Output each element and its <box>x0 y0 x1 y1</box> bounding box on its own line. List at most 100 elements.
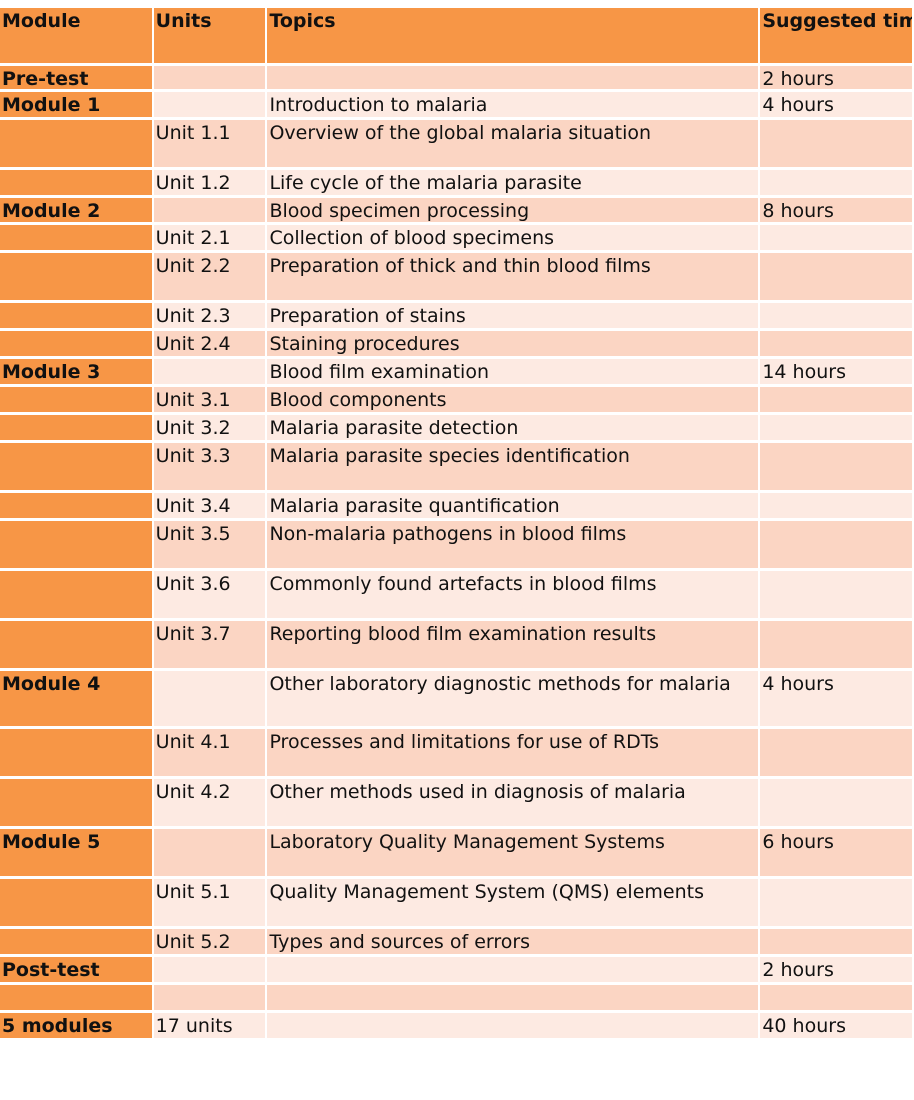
module-cell <box>0 443 152 490</box>
topic-cell <box>267 957 759 982</box>
topic-cell: Reporting blood film examination results <box>267 621 759 668</box>
table-row: Pre-test 2 hours <box>0 66 913 89</box>
unit-cell: Unit 2.4 <box>153 331 266 356</box>
module-cell <box>0 387 152 412</box>
topic-cell: Processes and limitations for use of RDT… <box>267 729 759 776</box>
table-row: Post-test 2 hours <box>0 957 913 982</box>
unit-cell <box>153 66 266 89</box>
table-row: Unit 4.1 Processes and limitations for us… <box>0 729 913 776</box>
table-row: Unit 3.4 Malaria parasite quantification <box>0 493 913 518</box>
time-cell <box>760 170 913 195</box>
unit-cell: Unit 3.1 <box>153 387 266 412</box>
time-cell <box>760 621 913 668</box>
table-row: Module 2 Blood specimen processing 8 hours <box>0 198 913 222</box>
module-cell: 5 modules <box>0 1013 152 1038</box>
time-cell <box>760 331 913 356</box>
module-cell: Pre-test <box>0 66 152 89</box>
table-row: Unit 4.2 Other methods used in diagnosis … <box>0 779 913 826</box>
header-time: Suggested time <box>760 8 913 63</box>
table-row: Unit 1.1 Overview of the global malaria s… <box>0 120 913 167</box>
table-row: Unit 3.2 Malaria parasite detection <box>0 415 913 440</box>
module-cell <box>0 303 152 328</box>
time-cell: 6 hours <box>760 829 913 876</box>
unit-cell: Unit 3.3 <box>153 443 266 490</box>
time-cell <box>760 929 913 954</box>
table-row: Unit 3.3 Malaria parasite species identif… <box>0 443 913 490</box>
module-cell <box>0 729 152 776</box>
unit-cell: Unit 3.6 <box>153 571 266 618</box>
topic-cell: Preparation of stains <box>267 303 759 328</box>
unit-cell: Unit 2.1 <box>153 225 266 250</box>
topic-cell: Non-malaria pathogens in blood films <box>267 521 759 568</box>
topic-cell: Introduction to malaria <box>267 92 759 117</box>
time-cell <box>760 225 913 250</box>
time-cell <box>760 493 913 518</box>
table-row: Unit 5.2 Types and sources of errors <box>0 929 913 954</box>
topic-cell: Quality Management System (QMS) elements <box>267 879 759 926</box>
time-cell: 40 hours <box>760 1013 913 1038</box>
table-row: 5 modules 17 units 40 hours <box>0 1013 913 1038</box>
topic-cell: Blood specimen processing <box>267 198 759 222</box>
unit-cell: Unit 2.3 <box>153 303 266 328</box>
topic-cell: Life cycle of the malaria parasite <box>267 170 759 195</box>
unit-cell: Unit 5.2 <box>153 929 266 954</box>
topic-cell: Preparation of thick and thin blood film… <box>267 253 759 300</box>
time-cell <box>760 985 913 1010</box>
topic-cell: Malaria parasite quantification <box>267 493 759 518</box>
unit-cell: 17 units <box>153 1013 266 1038</box>
unit-cell: Unit 1.1 <box>153 120 266 167</box>
unit-cell: Unit 3.7 <box>153 621 266 668</box>
time-cell <box>760 253 913 300</box>
topic-cell: Malaria parasite species identification <box>267 443 759 490</box>
time-cell <box>760 303 913 328</box>
table-body: Pre-test 2 hours Module 1 Introduction to m… <box>0 66 913 1038</box>
unit-cell: Unit 5.1 <box>153 879 266 926</box>
topic-cell: Blood film examination <box>267 359 759 384</box>
time-cell <box>760 120 913 167</box>
topic-cell: Blood components <box>267 387 759 412</box>
module-cell: Module 4 <box>0 671 152 726</box>
time-cell: 4 hours <box>760 671 913 726</box>
module-cell <box>0 985 152 1010</box>
time-cell: 14 hours <box>760 359 913 384</box>
time-cell <box>760 779 913 826</box>
curriculum-table: Module Units Topics Suggested time Pre-t… <box>0 8 913 1041</box>
unit-cell: Unit 4.1 <box>153 729 266 776</box>
module-cell: Module 5 <box>0 829 152 876</box>
time-cell <box>760 729 913 776</box>
unit-cell <box>153 829 266 876</box>
unit-cell <box>153 957 266 982</box>
module-cell <box>0 571 152 618</box>
table-row: Unit 2.1 Collection of blood specimens <box>0 225 913 250</box>
table-row: Unit 3.6 Commonly found artefacts in bloo… <box>0 571 913 618</box>
time-cell <box>760 443 913 490</box>
header-module: Module <box>0 8 152 63</box>
time-cell <box>760 415 913 440</box>
table-row: Module 1 Introduction to malaria 4 hours <box>0 92 913 117</box>
module-cell <box>0 415 152 440</box>
header-units: Units <box>153 8 266 63</box>
module-cell <box>0 493 152 518</box>
table-row: Unit 2.3 Preparation of stains <box>0 303 913 328</box>
module-cell <box>0 621 152 668</box>
unit-cell <box>153 92 266 117</box>
table-row: Unit 5.1 Quality Management System (QMS) … <box>0 879 913 926</box>
module-cell <box>0 331 152 356</box>
header-row: Module Units Topics Suggested time <box>0 8 913 63</box>
table-row <box>0 985 913 1010</box>
table-row: Unit 2.2 Preparation of thick and thin bl… <box>0 253 913 300</box>
table-row: Module 3 Blood film examination 14 hours <box>0 359 913 384</box>
unit-cell: Unit 4.2 <box>153 779 266 826</box>
unit-cell: Unit 3.5 <box>153 521 266 568</box>
module-cell <box>0 253 152 300</box>
header-topics: Topics <box>267 8 759 63</box>
time-cell: 8 hours <box>760 198 913 222</box>
time-cell: 2 hours <box>760 957 913 982</box>
unit-cell: Unit 3.2 <box>153 415 266 440</box>
topic-cell: Other methods used in diagnosis of malar… <box>267 779 759 826</box>
unit-cell: Unit 2.2 <box>153 253 266 300</box>
module-cell <box>0 225 152 250</box>
module-cell <box>0 521 152 568</box>
topic-cell: Malaria parasite detection <box>267 415 759 440</box>
table-row: Unit 3.7 Reporting blood film examination… <box>0 621 913 668</box>
